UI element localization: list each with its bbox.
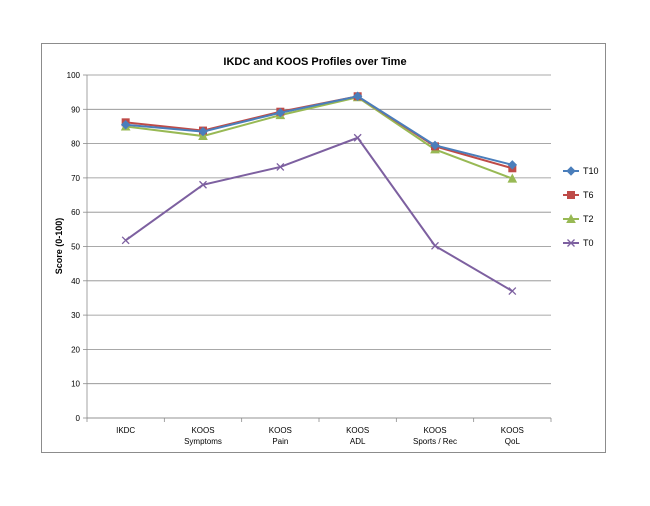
data-point: [567, 191, 575, 199]
y-tick-label: 90: [71, 105, 80, 114]
data-point: [566, 213, 576, 223]
y-tick-label: 40: [71, 277, 80, 286]
x-tick-label: KOOS Symptoms: [184, 426, 222, 446]
legend-item-t10: T10: [563, 166, 599, 176]
series-t0: [121, 133, 517, 296]
x-tick-label: KOOS ADL: [346, 426, 369, 446]
data-point: [352, 91, 363, 101]
x-tick-label: KOOS Pain: [269, 426, 292, 446]
x-tick-label: IKDC: [116, 426, 135, 435]
data-point: [275, 108, 286, 118]
data-point: [566, 166, 576, 176]
x-tick-label-line: KOOS: [501, 426, 524, 435]
x-tick-label-line: KOOS: [191, 426, 214, 435]
data-point: [198, 126, 208, 137]
y-tick-label: 60: [71, 208, 80, 217]
x-tick-label-line: Sports / Rec: [413, 437, 457, 446]
data-point: [276, 162, 285, 171]
legend-label: T6: [583, 190, 594, 200]
legend-label: T2: [583, 214, 594, 224]
x-tick-label-line: KOOS: [269, 426, 292, 435]
y-tick-label: 0: [76, 414, 81, 423]
y-tick-label: 50: [71, 243, 80, 252]
data-point: [431, 241, 439, 250]
y-axis-label: Score (0-100): [54, 218, 64, 275]
y-tick-label: 70: [71, 174, 80, 183]
series-line: [125, 95, 513, 166]
legend-label: T10: [583, 166, 599, 176]
chart-area: [41, 43, 606, 453]
data-point: [430, 140, 440, 151]
legend-label: T0: [583, 238, 594, 248]
data-point: [567, 239, 575, 247]
legend-item-t6: T6: [563, 190, 594, 200]
data-point: [199, 180, 207, 189]
series-line: [125, 136, 513, 292]
data-point: [507, 173, 518, 183]
legend-item-t2: T2: [563, 213, 594, 224]
series-t2: [120, 92, 518, 183]
chart-title: IKDC and KOOS Profiles over Time: [223, 56, 406, 68]
data-point: [507, 160, 518, 170]
data-point: [353, 133, 362, 142]
data-point: [508, 287, 517, 296]
data-point: [121, 236, 130, 245]
y-tick-label: 30: [71, 311, 80, 320]
y-tick-label: 100: [67, 71, 81, 80]
series-t10: [120, 91, 518, 170]
x-tick-label: KOOS QoL: [501, 426, 524, 446]
x-tick-label-line: KOOS: [423, 426, 446, 435]
x-tick-label-line: QoL: [505, 437, 521, 446]
data-point: [120, 120, 131, 130]
x-tick-label-line: KOOS: [346, 426, 369, 435]
x-tick-label-line: Pain: [272, 437, 288, 446]
y-tick-label: 10: [71, 380, 80, 389]
series-line: [125, 96, 513, 180]
y-tick-label: 80: [71, 140, 80, 149]
x-tick-label: KOOS Sports / Rec: [413, 426, 457, 446]
x-tick-label-line: IKDC: [116, 426, 135, 435]
x-tick-label-line: Symptoms: [184, 437, 222, 446]
y-tick-label: 20: [71, 345, 80, 354]
x-tick-label-line: ADL: [350, 437, 366, 446]
legend-item-t0: T0: [563, 238, 594, 248]
